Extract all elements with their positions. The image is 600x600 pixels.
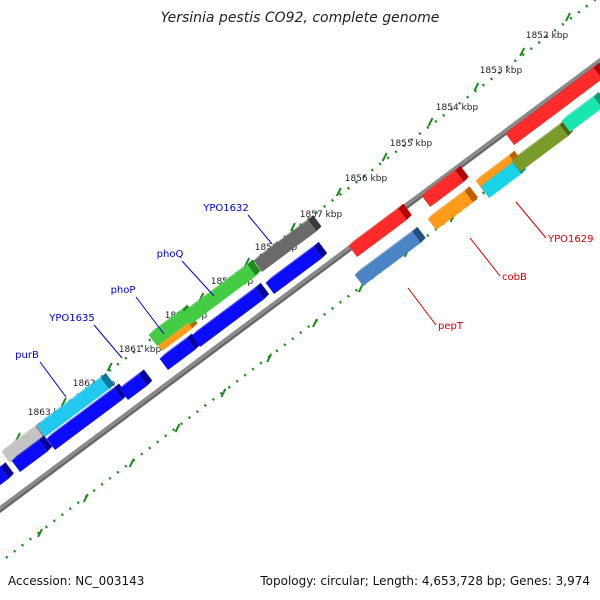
tick-5: 1856 kbp	[345, 174, 388, 184]
tick-6: 1857 kbp	[300, 210, 343, 220]
gene-red-1	[348, 203, 412, 257]
tick-label: 1854 kbp	[436, 103, 479, 113]
gene-YPO1632-dark-gray	[253, 215, 322, 272]
gene-label-pepT: pepT	[407, 287, 464, 332]
tick-mark	[106, 362, 113, 372]
leader-line	[39, 361, 67, 398]
gene-blue-2	[11, 435, 53, 472]
gene-name: phoQ	[157, 249, 184, 260]
tick-mark	[381, 152, 388, 162]
gene-blue-4	[119, 369, 153, 400]
tick-label: 1853 kbp	[480, 66, 523, 76]
tick-mark	[519, 47, 526, 57]
gene-label-phoP: phoP	[111, 285, 165, 335]
gene-blue-6	[191, 282, 270, 347]
gene-label-cobB: cobB	[469, 237, 527, 283]
genome-summary-text: Topology: circular; Length: 4,653,728 bp…	[260, 574, 590, 588]
leader-line	[247, 214, 273, 245]
tick-10: 1861 kbp	[119, 345, 162, 355]
gene-blue-1	[0, 462, 14, 486]
gene-labels: YPO1632 phoQ phoP YPO1635 purB YPO1629 cobB pep…	[15, 201, 593, 398]
tick-mark	[312, 318, 318, 328]
tick-mark	[174, 423, 181, 433]
gene-label-YPO1635: YPO1635	[48, 313, 123, 359]
tick-mark	[357, 283, 364, 293]
gene-blue-3	[46, 383, 128, 450]
tick-label: 1857 kbp	[300, 210, 343, 220]
tick-mark	[266, 353, 273, 363]
gene-label-YPO1629: YPO1629	[515, 201, 593, 245]
tick-mark	[290, 222, 296, 232]
gene-name: YPO1635	[48, 313, 94, 324]
leader-line	[181, 260, 215, 297]
tick-label: 1856 kbp	[345, 174, 388, 184]
tick-3: 1854 kbp	[436, 103, 479, 113]
gene-features	[0, 62, 600, 486]
outer-tick-marks	[15, 12, 571, 442]
tick-label: 1852 kbp	[526, 31, 569, 41]
gene-name: phoP	[111, 285, 136, 296]
gene-blue-7	[265, 241, 328, 294]
leader-line	[469, 237, 501, 277]
gene-red-2	[421, 165, 469, 207]
gene-name: pepT	[438, 321, 464, 332]
gene-phoQ-green	[181, 259, 261, 325]
map-title: Yersinia pestis CO92, complete genome	[160, 10, 440, 26]
gene-cobB-orange	[427, 186, 478, 230]
tick-mark	[335, 187, 342, 197]
tick-4: 1855 kbp	[390, 139, 433, 149]
gene-teal	[561, 91, 600, 132]
gene-name: cobB	[502, 272, 527, 283]
gene-red-4	[561, 62, 600, 103]
tick-mark	[220, 388, 227, 398]
tick-1: 1852 kbp	[526, 31, 569, 41]
gene-pepT-steelblue	[354, 226, 426, 286]
tick-label: 1861 kbp	[119, 345, 162, 355]
gene-name: purB	[15, 350, 39, 361]
tick-mark	[427, 117, 434, 127]
leader-line	[515, 201, 547, 239]
gene-name: YPO1629	[547, 234, 593, 245]
tick-mark	[473, 82, 480, 92]
tick-label: 1855 kbp	[390, 139, 433, 149]
tick-12: 1863 kbp	[28, 408, 71, 418]
gene-label-purB: purB	[15, 350, 67, 398]
genome-backbone	[0, 57, 600, 514]
gene-purB-light-blue	[36, 372, 115, 437]
tick-mark	[128, 458, 135, 468]
accession-text: Accession: NC_003143	[8, 574, 145, 588]
tick-2: 1853 kbp	[480, 66, 523, 76]
leader-line	[93, 324, 123, 359]
tick-mark	[60, 397, 67, 407]
gene-blue-5	[159, 333, 201, 370]
gene-label-phoQ: phoQ	[157, 249, 215, 297]
tick-mark	[565, 12, 571, 22]
leader-line	[407, 287, 437, 326]
tick-mark	[37, 528, 43, 538]
gene-name: YPO1632	[202, 203, 248, 214]
tick-mark	[82, 493, 89, 503]
gene-olive	[511, 119, 574, 172]
gene-label-YPO1632: YPO1632	[202, 203, 273, 245]
tick-label: 1863 kbp	[28, 408, 71, 418]
leader-line	[135, 296, 165, 335]
